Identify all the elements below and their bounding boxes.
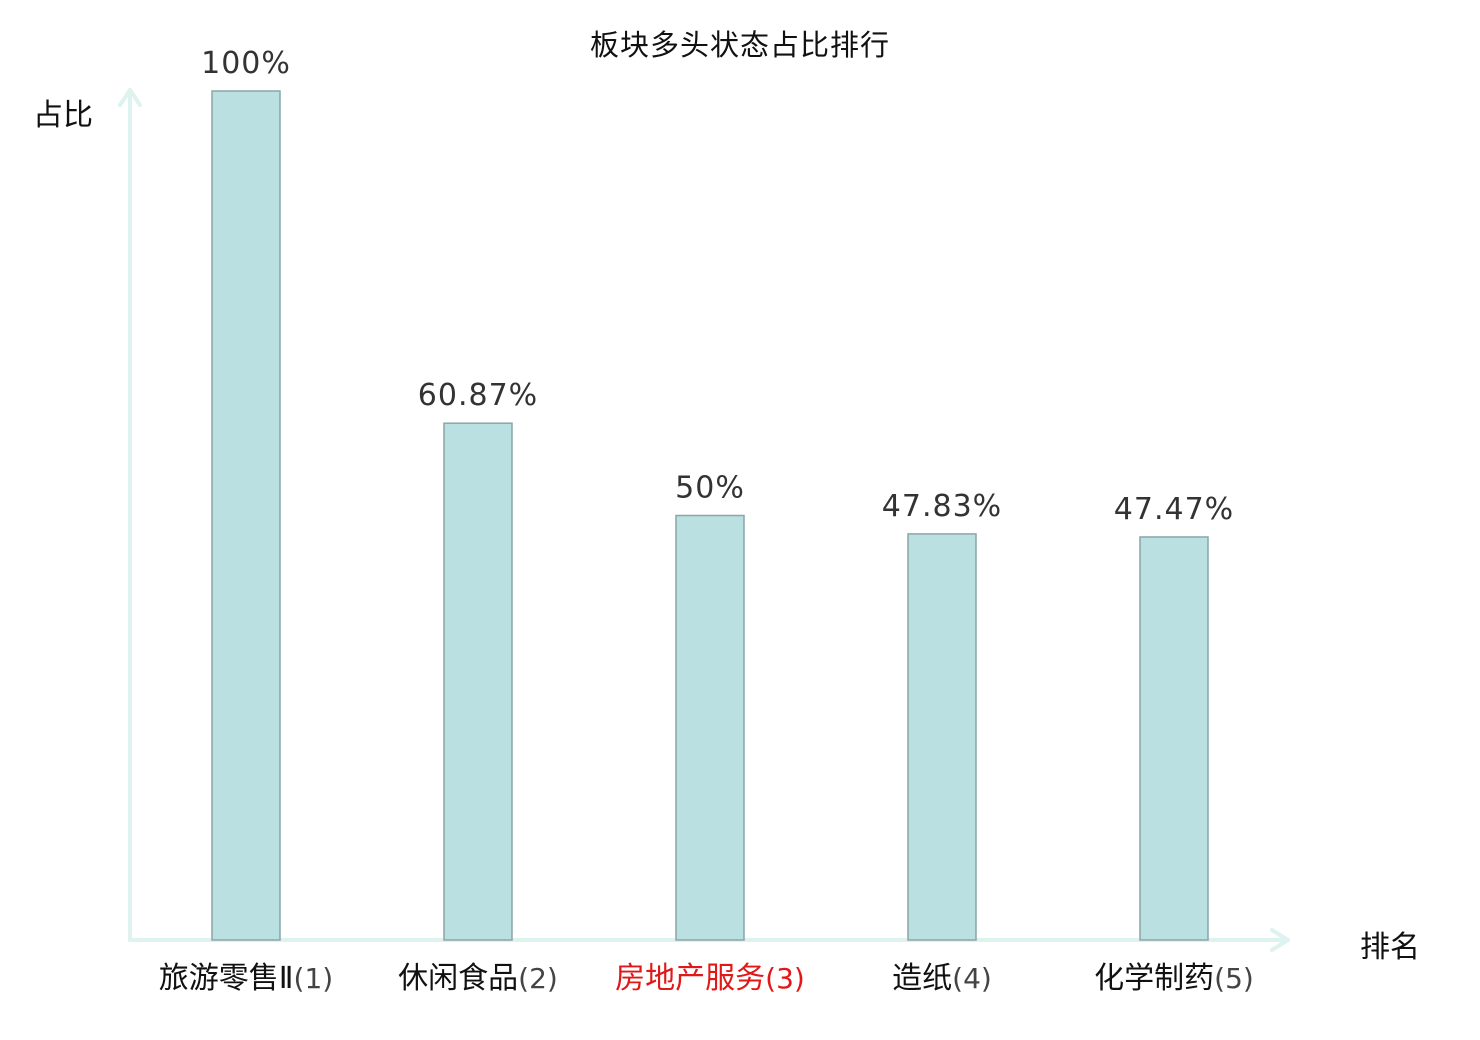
category-label: 休闲食品(2) xyxy=(378,962,578,995)
category-name: 化学制药 xyxy=(1094,961,1215,996)
y-axis-label: 占比 xyxy=(33,98,93,133)
category-rank: (4) xyxy=(952,962,992,995)
category-rank: (1) xyxy=(293,962,334,995)
category-label: 造纸(4) xyxy=(842,962,1042,995)
category-label: 化学制药(5) xyxy=(1074,962,1274,995)
category-name: 房地产服务 xyxy=(615,961,766,996)
bar-group xyxy=(211,90,1209,941)
bar-value-label: 60.87% xyxy=(418,378,538,413)
bar xyxy=(443,422,513,941)
bar-value-label: 100% xyxy=(201,46,291,81)
bar xyxy=(907,533,977,941)
category-rank: (2) xyxy=(518,962,558,995)
bar xyxy=(1139,536,1209,941)
chart-title: 板块多头状态占比排行 xyxy=(589,28,890,62)
x-axis-label: 排名 xyxy=(1360,930,1420,965)
bar-value-label: 50% xyxy=(675,471,745,506)
category-name: 休闲食品 xyxy=(398,961,519,996)
category-label: 旅游零售Ⅱ(1) xyxy=(146,962,346,995)
x-axis-arrow-icon xyxy=(1270,928,1290,952)
category-label: 房地产服务(3) xyxy=(610,962,810,995)
category-rank: (3) xyxy=(765,962,805,995)
bar xyxy=(675,514,745,941)
category-rank: (5) xyxy=(1214,962,1254,995)
value-label-group: 100% 60.87% 50% 47.83% 47.47% xyxy=(201,46,1234,527)
bar-value-label: 47.47% xyxy=(1114,492,1234,527)
bar xyxy=(211,90,281,941)
category-name: 造纸 xyxy=(892,961,953,996)
category-name: 旅游零售Ⅱ xyxy=(158,961,294,996)
y-axis-arrow-icon xyxy=(118,88,142,107)
bar-value-label: 47.83% xyxy=(882,489,1002,524)
